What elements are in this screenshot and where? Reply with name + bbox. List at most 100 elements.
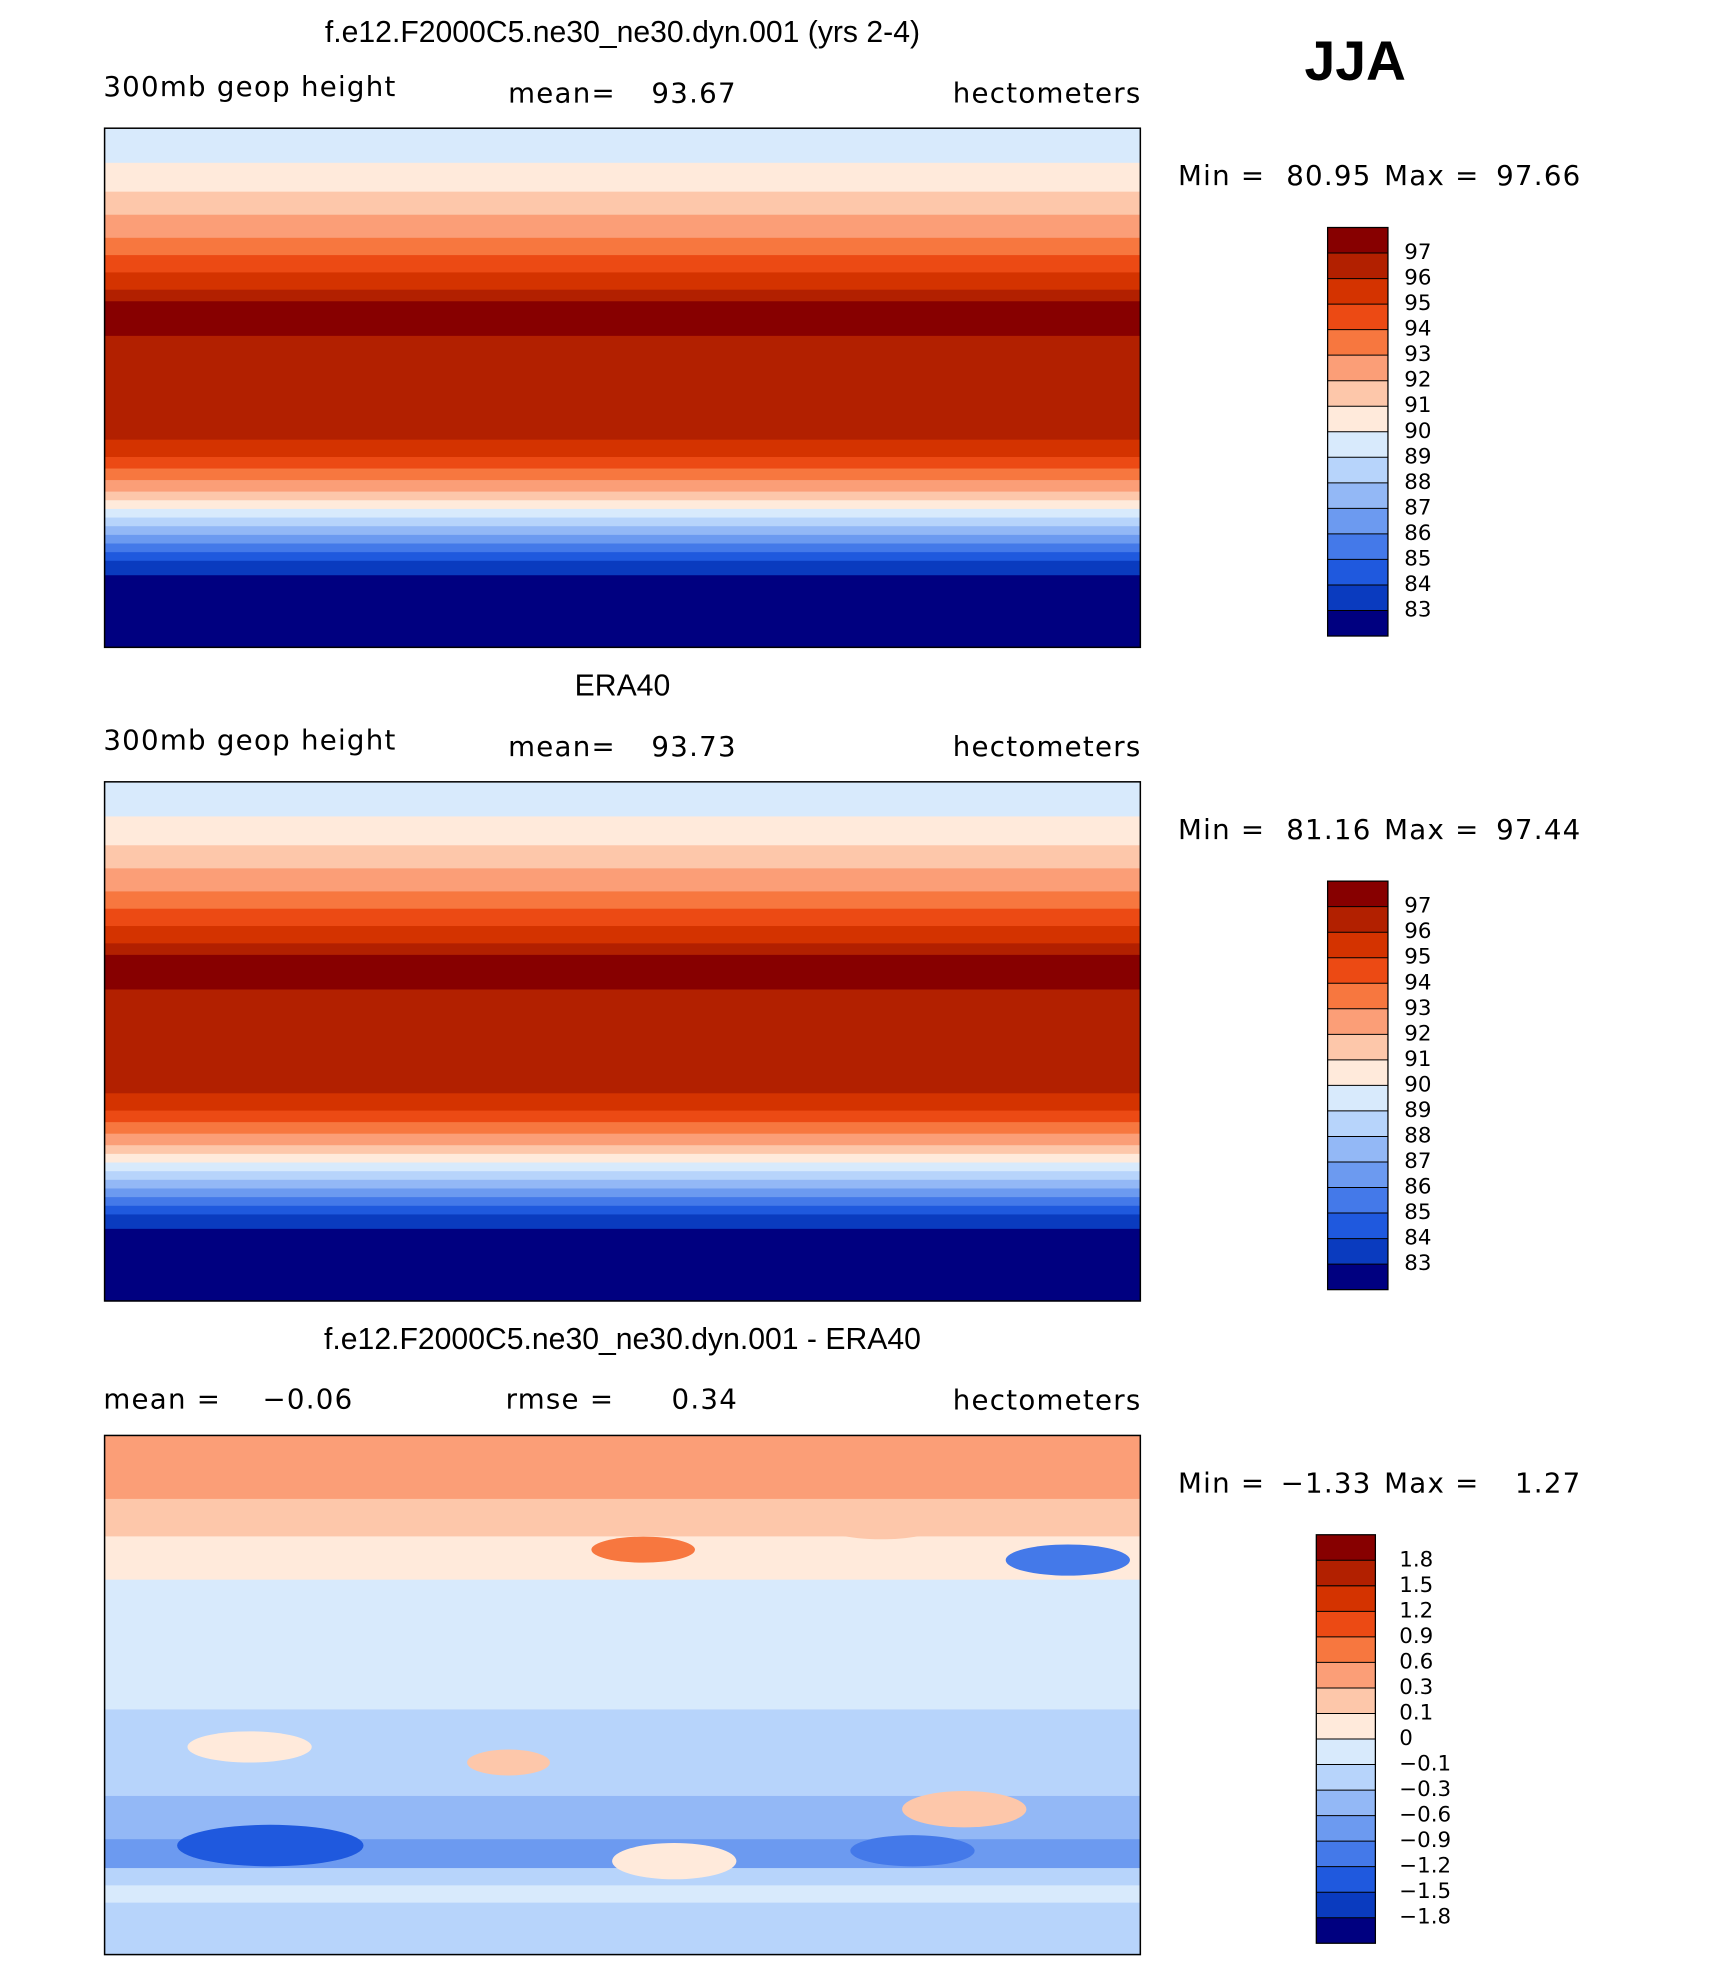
contour-region bbox=[1005, 1544, 1130, 1576]
contour-band bbox=[104, 289, 1141, 302]
colorbar-box bbox=[1327, 227, 1388, 254]
colorbar-box bbox=[1316, 1866, 1376, 1893]
max-value: 97.44 bbox=[1496, 813, 1581, 846]
contour-band bbox=[104, 480, 1141, 493]
colorbar-label: 91 bbox=[1404, 393, 1431, 418]
colorbar-box bbox=[1316, 1790, 1376, 1816]
colorbar-box bbox=[1327, 983, 1388, 1009]
colorbar-label: 87 bbox=[1404, 1149, 1431, 1174]
colorbar-frame bbox=[1326, 226, 1389, 637]
contour-band bbox=[104, 1145, 1141, 1155]
contour-band bbox=[104, 543, 1141, 553]
colorbar-box bbox=[1316, 1815, 1376, 1842]
colorbar-box bbox=[1327, 1059, 1388, 1086]
contour-band bbox=[104, 439, 1141, 458]
colorbar-box bbox=[1327, 1136, 1388, 1162]
colorbar-label: 96 bbox=[1404, 266, 1431, 291]
contour-band bbox=[104, 526, 1141, 536]
map-frame bbox=[103, 781, 1142, 1302]
mean-label: mean = bbox=[103, 1382, 221, 1415]
contour-band bbox=[104, 926, 1141, 944]
contour-region bbox=[177, 1824, 364, 1867]
colorbar-box bbox=[1327, 355, 1388, 381]
contour-band bbox=[104, 335, 1141, 441]
colorbar-label: 97 bbox=[1404, 240, 1431, 265]
map bbox=[104, 1435, 1141, 1956]
contour-region bbox=[612, 1842, 737, 1880]
colorbar-label: 85 bbox=[1404, 546, 1431, 571]
map bbox=[104, 128, 1141, 648]
contour-region bbox=[819, 1508, 944, 1540]
colorbar-box bbox=[1316, 1917, 1376, 1944]
colorbar-box bbox=[1316, 1611, 1376, 1637]
colorbar-label: −1.8 bbox=[1399, 1905, 1451, 1930]
variable-label: 300mb geop height bbox=[103, 724, 396, 757]
units-label: hectometers bbox=[953, 730, 1142, 763]
min-value: 81.16 bbox=[1286, 813, 1371, 846]
colorbar-box bbox=[1327, 533, 1388, 560]
contour-band bbox=[104, 162, 1141, 193]
colorbar-label: 84 bbox=[1404, 1226, 1431, 1251]
colorbar-label: 0.9 bbox=[1399, 1624, 1433, 1649]
colorbar-label: 0.1 bbox=[1399, 1700, 1433, 1725]
contour-band bbox=[104, 1868, 1141, 1886]
contour-band bbox=[104, 1179, 1141, 1190]
colorbar-box bbox=[1327, 278, 1388, 305]
season-label: JJA bbox=[1305, 30, 1406, 92]
colorbar-label: 94 bbox=[1404, 317, 1431, 342]
colorbar-label: 92 bbox=[1404, 1021, 1431, 1046]
colorbar-box bbox=[1327, 610, 1388, 637]
contour-band bbox=[104, 575, 1141, 648]
contour-region bbox=[850, 1835, 975, 1867]
contour-band bbox=[104, 1153, 1141, 1164]
colorbar-box bbox=[1316, 1713, 1376, 1740]
max-label: Max = bbox=[1384, 813, 1479, 846]
colorbar-label: 83 bbox=[1404, 597, 1431, 622]
contour-band bbox=[104, 1133, 1141, 1146]
colorbar-label: 96 bbox=[1404, 919, 1431, 944]
colorbar-box bbox=[1316, 1560, 1376, 1586]
colorbar-label: −1.5 bbox=[1399, 1879, 1451, 1904]
colorbar-label: 90 bbox=[1404, 1072, 1431, 1097]
contour-band bbox=[104, 845, 1141, 869]
rmse-value: 0.34 bbox=[672, 1382, 739, 1415]
colorbar-box bbox=[1327, 584, 1388, 611]
colorbar-box bbox=[1327, 457, 1388, 483]
colorbar-label: 88 bbox=[1404, 470, 1431, 495]
contour-band bbox=[104, 301, 1141, 337]
colorbar-box bbox=[1327, 932, 1388, 958]
colorbar-label: 87 bbox=[1404, 495, 1431, 520]
colorbar-frame bbox=[1326, 880, 1389, 1291]
colorbar-box bbox=[1327, 1264, 1388, 1290]
colorbar-label: 84 bbox=[1404, 572, 1431, 597]
contour-region bbox=[591, 1536, 695, 1563]
colorbar-box bbox=[1316, 1687, 1376, 1714]
panel-title: ERA40 bbox=[575, 670, 671, 703]
contour-band bbox=[104, 1122, 1141, 1135]
colorbar-label: 83 bbox=[1404, 1251, 1431, 1276]
contour-band bbox=[104, 1162, 1141, 1172]
contour-band bbox=[104, 191, 1141, 216]
colorbar-box bbox=[1327, 1238, 1388, 1265]
colorbar-frame bbox=[1315, 1534, 1377, 1944]
min-value: 80.95 bbox=[1286, 159, 1371, 192]
min-label: Min = bbox=[1178, 159, 1265, 192]
contour-band bbox=[104, 128, 1141, 164]
contour-band bbox=[104, 868, 1141, 893]
contour-band bbox=[104, 1093, 1141, 1112]
colorbar-box bbox=[1327, 431, 1388, 458]
max-label: Max = bbox=[1384, 159, 1479, 192]
colorbar-box bbox=[1327, 1213, 1388, 1239]
panel-title: f.e12.F2000C5.ne30_ne30.dyn.001 (yrs 2-4… bbox=[325, 16, 920, 49]
max-value: 1.27 bbox=[1515, 1466, 1582, 1499]
colorbar-box bbox=[1327, 1110, 1388, 1137]
max-value: 97.66 bbox=[1496, 159, 1581, 192]
mean-value: 93.73 bbox=[651, 730, 736, 763]
contour-band bbox=[104, 781, 1141, 818]
colorbar-box bbox=[1327, 406, 1388, 432]
colorbar-label: −0.3 bbox=[1399, 1777, 1451, 1802]
colorbar-label: 95 bbox=[1404, 945, 1431, 970]
panel-title: f.e12.F2000C5.ne30_ne30.dyn.001 - ERA40 bbox=[324, 1323, 921, 1356]
contour-band bbox=[104, 1228, 1141, 1302]
